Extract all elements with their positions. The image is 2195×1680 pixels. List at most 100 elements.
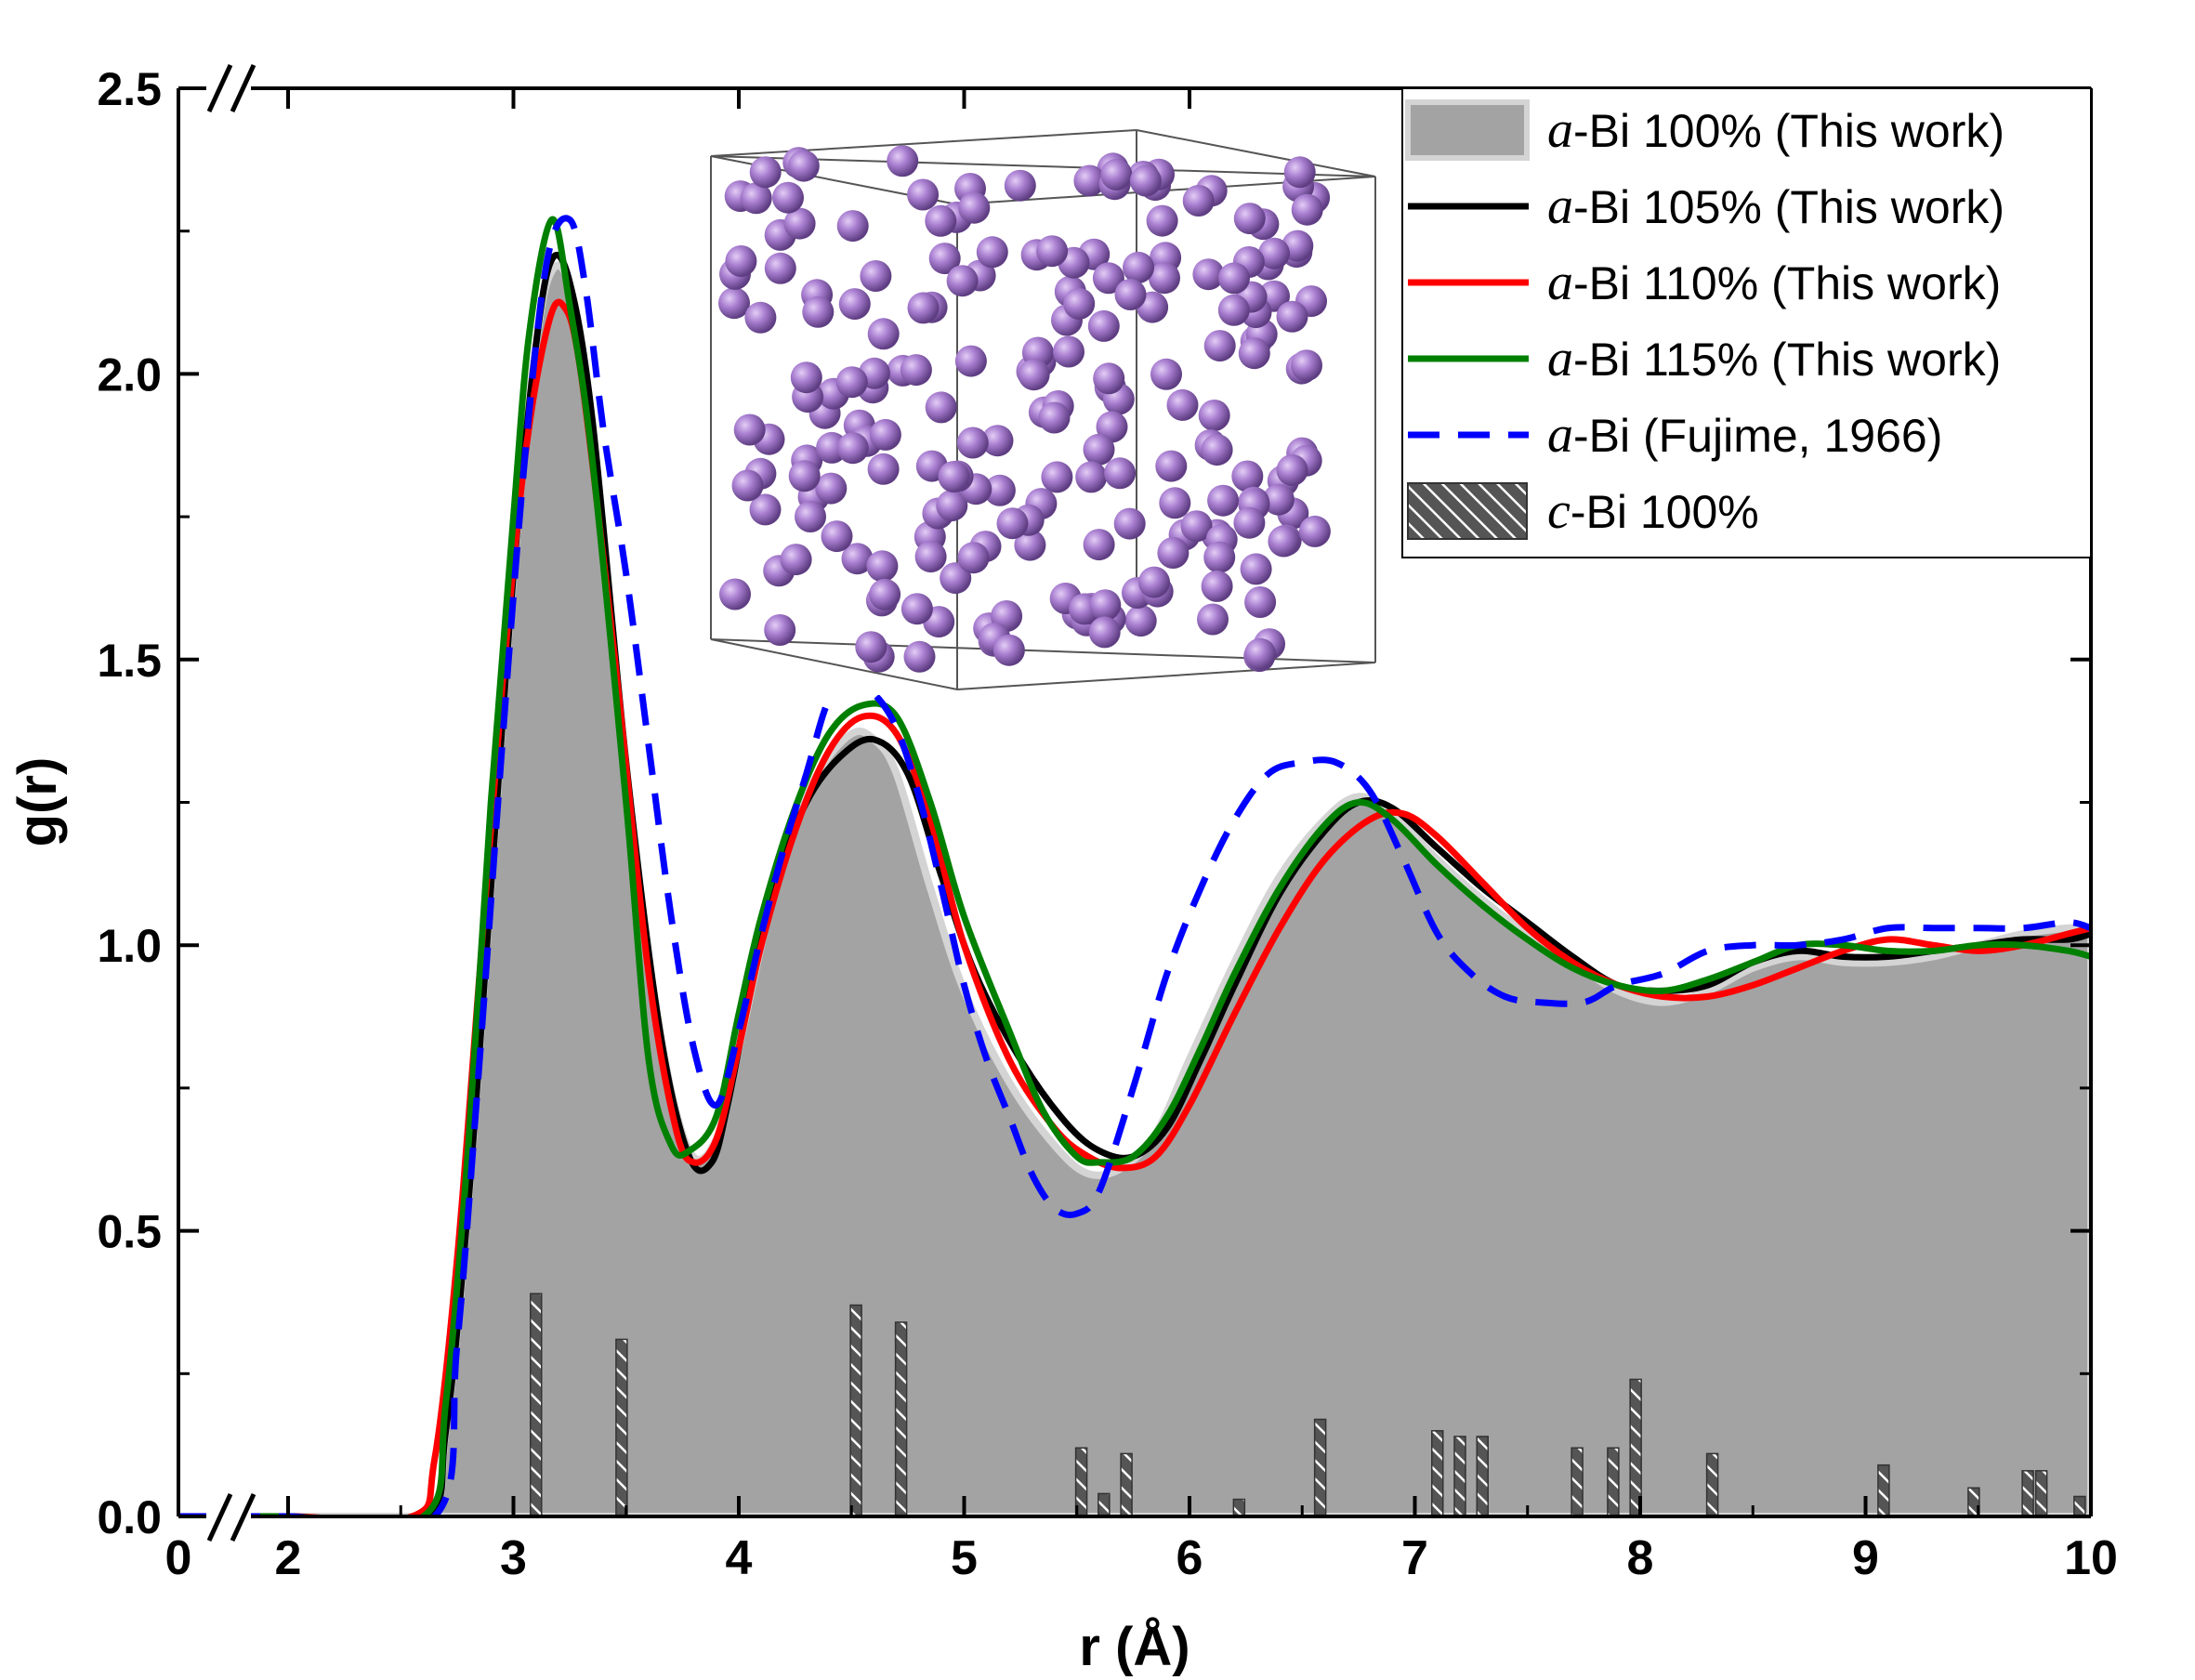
bi-atom bbox=[1166, 388, 1199, 421]
y-tick-label-5: 2.5 bbox=[97, 63, 162, 115]
bi-atom bbox=[928, 243, 961, 275]
legend-label-5: c-Bi 100% bbox=[1547, 482, 1759, 540]
legend-swatch-area bbox=[1405, 99, 1530, 161]
x-tick-label-4: 5 bbox=[951, 1531, 978, 1585]
y-tick-label-3: 1.5 bbox=[97, 635, 162, 687]
bi-atom bbox=[914, 541, 947, 573]
c-bi-bar-2 bbox=[849, 1304, 862, 1516]
legend-item-4: a-Bi (Fujime, 1966) bbox=[1408, 406, 1942, 464]
bi-atom bbox=[836, 432, 869, 465]
x-tick-label-2: 3 bbox=[500, 1531, 527, 1585]
legend-item-3: a-Bi 115% (This work) bbox=[1408, 330, 2001, 387]
bi-atom bbox=[887, 145, 919, 177]
bi-atom bbox=[1180, 510, 1213, 543]
bi-atom bbox=[1100, 158, 1133, 190]
bi-atom bbox=[1233, 203, 1266, 235]
bi-atom bbox=[1201, 570, 1233, 602]
bi-atom bbox=[869, 578, 901, 610]
c-bi-bar-4 bbox=[1074, 1447, 1088, 1516]
c-bi-bar-10 bbox=[1453, 1436, 1466, 1516]
bi-atom bbox=[907, 178, 940, 211]
c-bi-bar-8 bbox=[1313, 1418, 1327, 1516]
x-tick-label-0: 0 bbox=[165, 1531, 192, 1585]
bi-atom bbox=[1155, 450, 1188, 482]
c-bi-bar-13 bbox=[1607, 1447, 1620, 1516]
legend-swatch-hatched bbox=[1407, 482, 1528, 540]
c-bi-bar-7 bbox=[1232, 1498, 1246, 1516]
bi-atom bbox=[1004, 169, 1036, 202]
bi-atom bbox=[1088, 616, 1121, 649]
bi-atom bbox=[1207, 484, 1240, 517]
bi-atom bbox=[1124, 605, 1157, 637]
bi-atom bbox=[1104, 457, 1137, 490]
y-tick-label-0: 0.0 bbox=[97, 1491, 162, 1543]
bi-atom bbox=[1291, 349, 1322, 382]
bi-atom bbox=[764, 614, 796, 646]
bi-atom bbox=[787, 150, 820, 182]
bi-atom bbox=[1123, 251, 1154, 283]
bi-atom bbox=[1063, 287, 1096, 320]
bi-atom bbox=[795, 501, 826, 532]
bi-atom bbox=[1146, 204, 1178, 237]
bi-atom bbox=[731, 469, 764, 502]
bi-atom bbox=[1038, 401, 1071, 434]
bi-atom bbox=[1203, 330, 1236, 362]
bi-atom bbox=[1036, 235, 1069, 268]
bi-atom bbox=[903, 640, 936, 673]
c-bi-bar-6 bbox=[1120, 1452, 1133, 1516]
x-tick-label-7: 8 bbox=[1627, 1531, 1654, 1585]
bi-atom bbox=[788, 460, 821, 492]
x-tick-label-5: 6 bbox=[1176, 1531, 1203, 1585]
bi-atom bbox=[1238, 337, 1270, 370]
bi-atom bbox=[841, 543, 874, 575]
bi-atom bbox=[1114, 279, 1147, 310]
c-bi-bar-15 bbox=[1705, 1452, 1719, 1516]
series-line-a-bi-115-this-work- bbox=[178, 216, 2091, 1516]
c-bi-bar-3 bbox=[894, 1321, 908, 1516]
bi-atom bbox=[749, 156, 782, 189]
bi-atom bbox=[900, 354, 932, 387]
bi-atom bbox=[954, 345, 987, 377]
bi-atom bbox=[1182, 185, 1215, 217]
bi-atom bbox=[783, 207, 816, 240]
axis-tick-labels: 0 2 3 4 5 6 7 8 9 10 0.0 0.5 1.0 1.5 2.0 2.5 bbox=[97, 63, 2117, 1585]
y-tick-label-4: 2.0 bbox=[97, 348, 162, 400]
x-tick-label-9: 10 bbox=[2064, 1531, 2118, 1585]
bi-atom bbox=[780, 544, 812, 576]
x-tick-label-6: 7 bbox=[1401, 1531, 1428, 1585]
c-bi-bar-14 bbox=[1629, 1378, 1642, 1516]
bi-atom bbox=[1276, 454, 1308, 486]
bi-atom bbox=[957, 542, 990, 574]
bi-atom bbox=[1233, 506, 1266, 539]
c-bi-bar-12 bbox=[1571, 1447, 1584, 1516]
legend-label-3: a-Bi 115% (This work) bbox=[1547, 330, 2001, 387]
legend: a-Bi 100% (This work) a-Bi 105% (This wor… bbox=[1401, 87, 2092, 558]
bi-atom bbox=[1291, 193, 1323, 226]
y-tick-label-2: 1.0 bbox=[97, 920, 162, 972]
c-bi-bar-19 bbox=[2034, 1470, 2048, 1516]
x-axis-label: r (Å) bbox=[1079, 1617, 1190, 1677]
bi-atom bbox=[772, 181, 804, 214]
bi-atom bbox=[1089, 589, 1122, 622]
legend-item-2: a-Bi 110% (This work) bbox=[1408, 254, 2001, 311]
axis-break-markers bbox=[206, 63, 256, 1542]
bi-atom bbox=[996, 507, 1029, 540]
bi-atom bbox=[1075, 461, 1108, 493]
bi-atom bbox=[1217, 294, 1250, 326]
bi-atom bbox=[1092, 262, 1124, 295]
bi-atom bbox=[1018, 359, 1050, 391]
legend-item-0: a-Bi 100% (This work) bbox=[1405, 99, 2004, 161]
legend-box bbox=[1401, 87, 2092, 558]
legend-label-2: a-Bi 110% (This work) bbox=[1547, 254, 2001, 311]
bi-atom bbox=[790, 361, 822, 394]
bi-atom bbox=[936, 490, 968, 522]
bi-atom bbox=[956, 427, 989, 459]
bi-atom bbox=[744, 301, 777, 334]
c-bi-bar-16 bbox=[1877, 1463, 1890, 1516]
bi-atom bbox=[958, 191, 991, 224]
series-line-a-bi-fujime-1966- bbox=[178, 215, 2091, 1516]
bi-atom bbox=[907, 292, 940, 324]
bi-atom bbox=[1149, 262, 1180, 295]
atomic-structure-inset bbox=[708, 129, 1384, 695]
bi-atom bbox=[1129, 164, 1162, 197]
